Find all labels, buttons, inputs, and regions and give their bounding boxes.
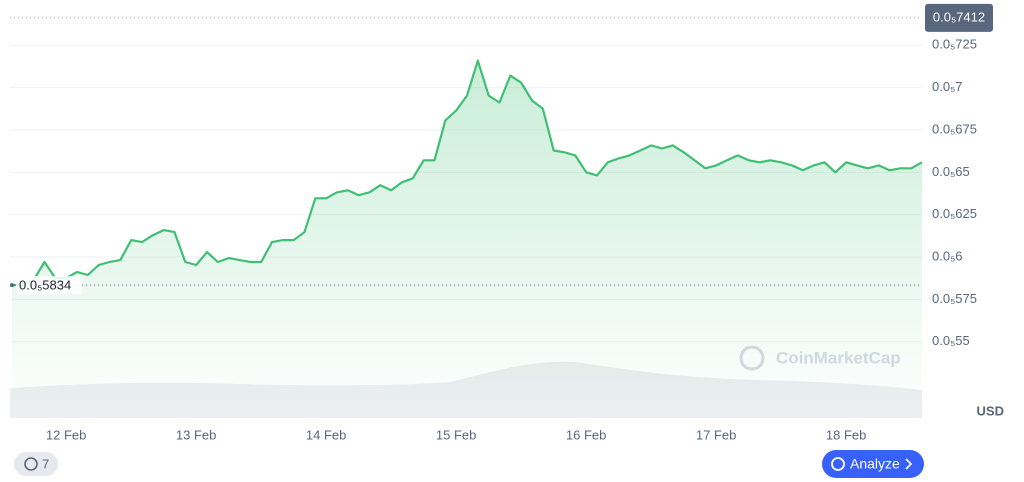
watermark-logo	[739, 345, 765, 371]
history-button[interactable]: 7	[14, 452, 58, 476]
y-tick-label: 0.0₅725	[932, 37, 977, 52]
low-tag-bg	[16, 276, 82, 295]
y-tick-label: 0.0₅625	[932, 206, 977, 221]
analyze-chevron	[905, 458, 913, 470]
high-tag	[925, 3, 993, 32]
analyze-icon	[831, 457, 845, 471]
watermark-text: CoinMarketCap	[776, 348, 901, 367]
x-tick-label: 17 Feb	[696, 427, 736, 442]
price-area	[12, 60, 922, 418]
analyze-pill[interactable]	[822, 450, 924, 478]
x-tick-label: 13 Feb	[176, 427, 216, 442]
x-tick-label: 15 Feb	[436, 427, 476, 442]
analyze-button[interactable]: Analyze	[822, 450, 924, 478]
high-label: 0.0₅7412	[933, 9, 985, 24]
x-tick-label: 16 Feb	[566, 427, 606, 442]
y-tick-label: 0.0₅7	[932, 79, 963, 94]
x-tick-label: 14 Feb	[306, 427, 346, 442]
y-tick-label: 0.0₅675	[932, 121, 977, 136]
history-count: 7	[42, 456, 49, 471]
y-tick-label: 0.0₅6	[932, 248, 963, 263]
y-tick-label: 0.0₅575	[932, 291, 977, 306]
x-tick-label: 18 Feb	[826, 427, 866, 442]
history-pill[interactable]	[14, 452, 58, 476]
analyze-label: Analyze	[850, 456, 900, 472]
watermark: CoinMarketCap	[739, 345, 901, 371]
x-tick-label: 12 Feb	[46, 427, 86, 442]
y-tick-label: 0.0₅55	[932, 333, 970, 348]
y-tick-label: 0.0₅65	[932, 164, 970, 179]
price-line	[11, 59, 923, 287]
plot	[10, 17, 923, 418]
low-dot	[10, 283, 14, 288]
history-icon	[24, 457, 38, 471]
unit-label: USD	[977, 403, 1004, 418]
low-label: 0.0₅5834	[19, 278, 71, 293]
